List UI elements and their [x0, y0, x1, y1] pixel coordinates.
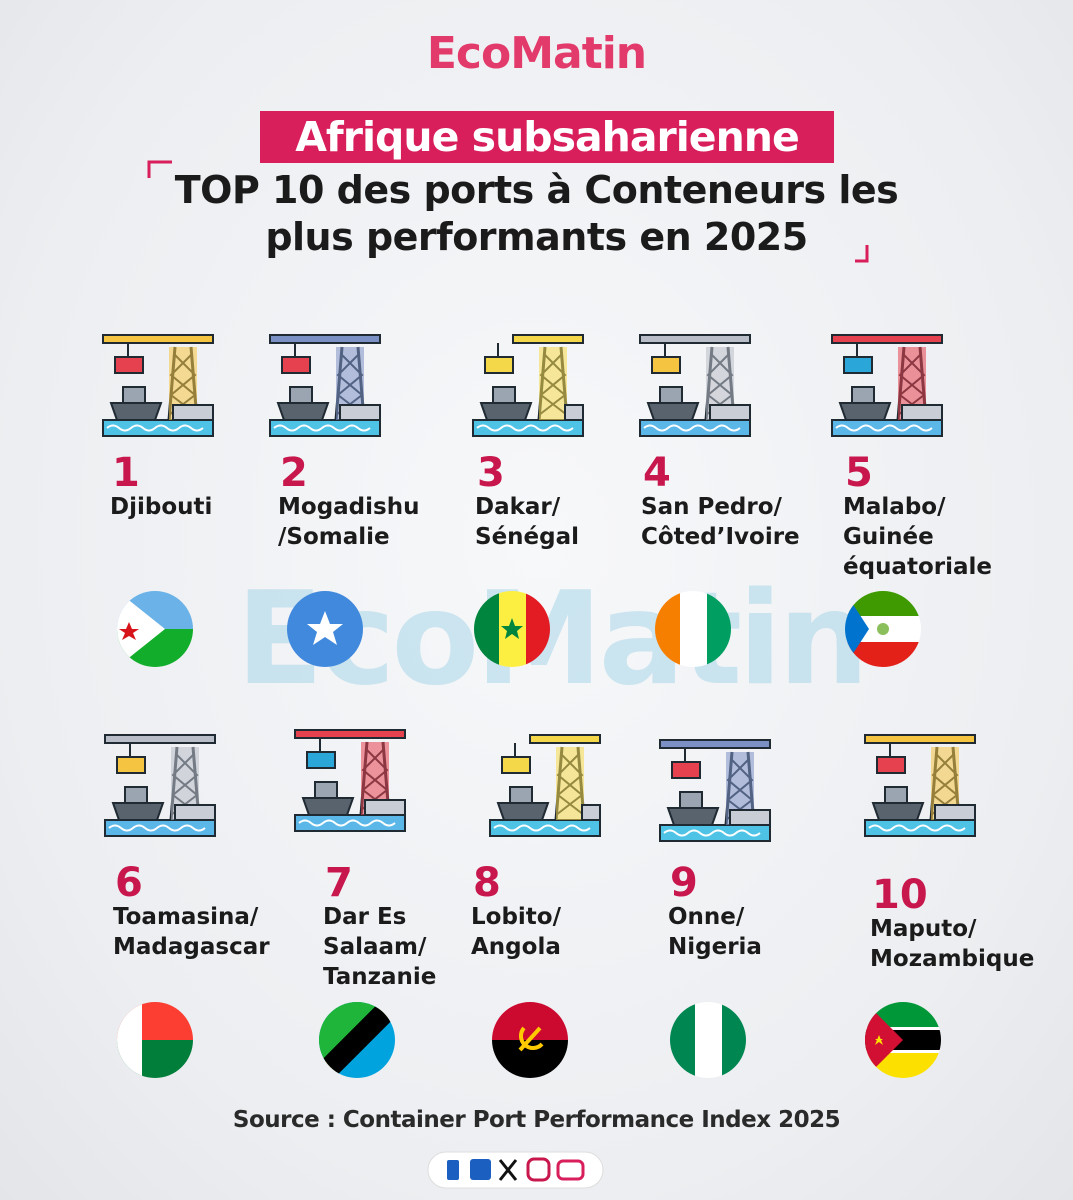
port-name: Tanzanie [323, 964, 437, 990]
rank: 6 [115, 860, 143, 906]
rank: 5 [845, 450, 873, 496]
rank: 4 [643, 450, 671, 496]
rank: 2 [280, 450, 308, 496]
port-icon [472, 334, 584, 437]
youtube-icon[interactable] [556, 1159, 585, 1181]
port-name: Salaam/ [323, 934, 427, 960]
port-name: équatoriale [843, 554, 992, 580]
port-name: Dakar/ [475, 494, 561, 520]
flag [287, 591, 363, 667]
port-name: Djibouti [110, 494, 213, 520]
port-name: Côted’Ivoire [641, 524, 800, 550]
flag [670, 1002, 746, 1078]
port-name: /Somalie [278, 524, 390, 550]
bracket-close [855, 245, 869, 263]
port-name: San Pedro/ [641, 494, 782, 520]
port-name: Mogadishu [278, 494, 420, 520]
facebook-icon[interactable] [447, 1160, 459, 1180]
x-icon[interactable] [498, 1159, 518, 1181]
rank: 9 [670, 860, 698, 906]
port-icon [294, 729, 406, 832]
linkedin-icon[interactable] [470, 1159, 491, 1180]
port-icon [639, 334, 751, 437]
logo: EcoMatin [426, 28, 647, 79]
flag [865, 1002, 941, 1078]
flag [845, 591, 921, 667]
instagram-icon[interactable] [526, 1157, 551, 1182]
title-line: plus performants en 2025 [265, 215, 808, 259]
port-icon [864, 734, 976, 837]
title-line: TOP 10 des ports à Conteneurs les [174, 168, 899, 212]
flag [474, 591, 550, 667]
port-name: Angola [471, 934, 561, 960]
flag [319, 1002, 395, 1078]
subtitle: Afrique subsaharienne [295, 113, 800, 161]
rank: 8 [473, 860, 501, 906]
port-name: Toamasina/ [113, 904, 259, 930]
port-name: Lobito/ [471, 904, 562, 930]
flag [655, 591, 731, 667]
port-name: Onne/ [668, 904, 745, 930]
port-icon [102, 334, 214, 437]
port-name: Nigeria [668, 934, 762, 960]
flag [117, 1002, 193, 1078]
flag [117, 591, 193, 667]
subtitle-box [260, 111, 834, 163]
port-name: Mozambique [870, 946, 1035, 972]
rank: 1 [112, 450, 140, 496]
port-icon [269, 334, 381, 437]
port-icon [104, 734, 216, 837]
port-name: Maputo/ [870, 916, 977, 942]
social-bar [427, 1151, 604, 1189]
port-icon [659, 739, 771, 842]
source: Source : Container Port Performance Inde… [232, 1107, 841, 1133]
brackets [147, 160, 869, 263]
port-name: Sénégal [475, 524, 580, 550]
rank: 3 [477, 450, 505, 496]
port-name: Guinée [843, 524, 934, 550]
port-icon [831, 334, 943, 437]
port-name: Malabo/ [843, 494, 946, 520]
rank: 10 [872, 872, 928, 918]
port-name: Dar Es [323, 904, 407, 930]
bracket-open [147, 160, 172, 178]
port-name: Madagascar [113, 934, 270, 960]
flag [492, 1002, 568, 1078]
rank: 7 [325, 860, 353, 906]
port-icon [489, 734, 601, 837]
